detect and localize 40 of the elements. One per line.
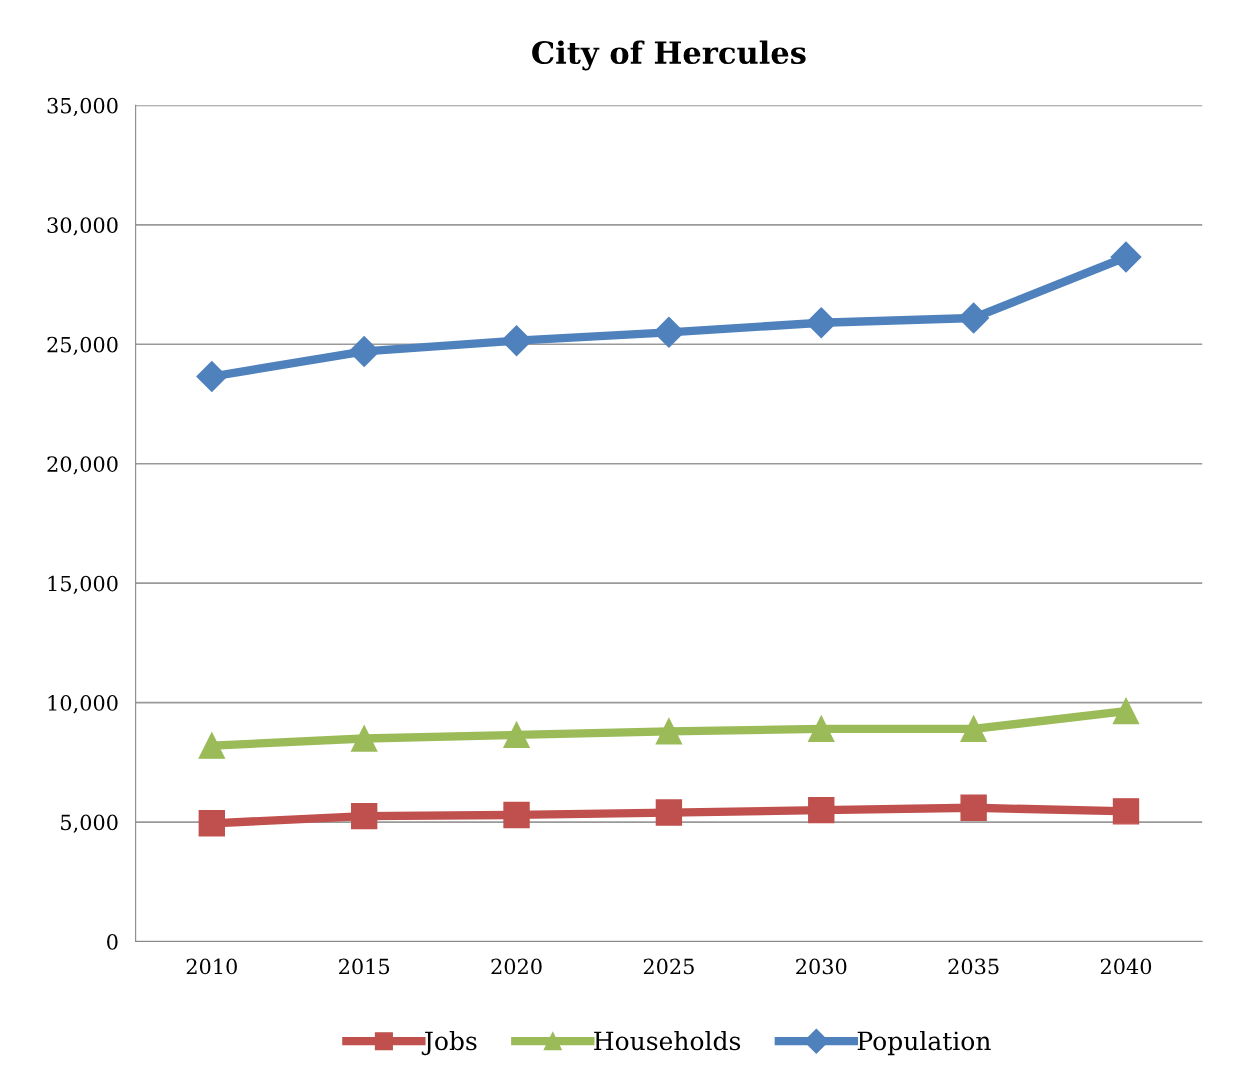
- legend-label: Households: [594, 1030, 741, 1051]
- point: [960, 794, 987, 821]
- x-tick-label: 2030: [796, 958, 847, 975]
- y-tick-label: 10,000: [48, 695, 118, 714]
- point: [198, 810, 226, 837]
- y-tick-label: 25,000: [47, 336, 118, 356]
- legend-label: Population: [857, 1030, 991, 1056]
- point: [653, 316, 685, 348]
- x-tick-label: 2015: [339, 958, 390, 975]
- chart-title: City of Hercules: [532, 40, 806, 71]
- point: [805, 307, 837, 339]
- point: [655, 799, 683, 826]
- point: [350, 802, 378, 830]
- point: [503, 801, 530, 829]
- x-tick-label: 2020: [491, 958, 542, 975]
- x-tick-label: 2040: [1100, 958, 1152, 975]
- point: [501, 325, 532, 357]
- point: [350, 725, 378, 752]
- point: [808, 715, 835, 743]
- y-tick-label: 5,000: [61, 814, 118, 833]
- point: [198, 732, 226, 759]
- point: [808, 796, 835, 824]
- point: [1112, 697, 1140, 725]
- point: [196, 361, 228, 392]
- y-tick-label: 35,000: [47, 97, 118, 117]
- y-tick-label: 20,000: [47, 456, 118, 475]
- point: [1110, 241, 1142, 273]
- point: [958, 302, 990, 334]
- legend-label: Jobs: [421, 1030, 477, 1056]
- point: [348, 336, 380, 367]
- point: [655, 718, 683, 745]
- point: [503, 721, 530, 749]
- y-tick-label: 15,000: [48, 575, 118, 594]
- x-tick-label: 2010: [186, 958, 237, 975]
- y-tick-label: 30,000: [47, 217, 118, 236]
- x-tick-label: 2025: [643, 958, 694, 975]
- y-tick-label: 0: [107, 934, 118, 950]
- point: [1112, 798, 1140, 825]
- x-tick-label: 2035: [948, 958, 999, 975]
- point: [960, 715, 987, 743]
